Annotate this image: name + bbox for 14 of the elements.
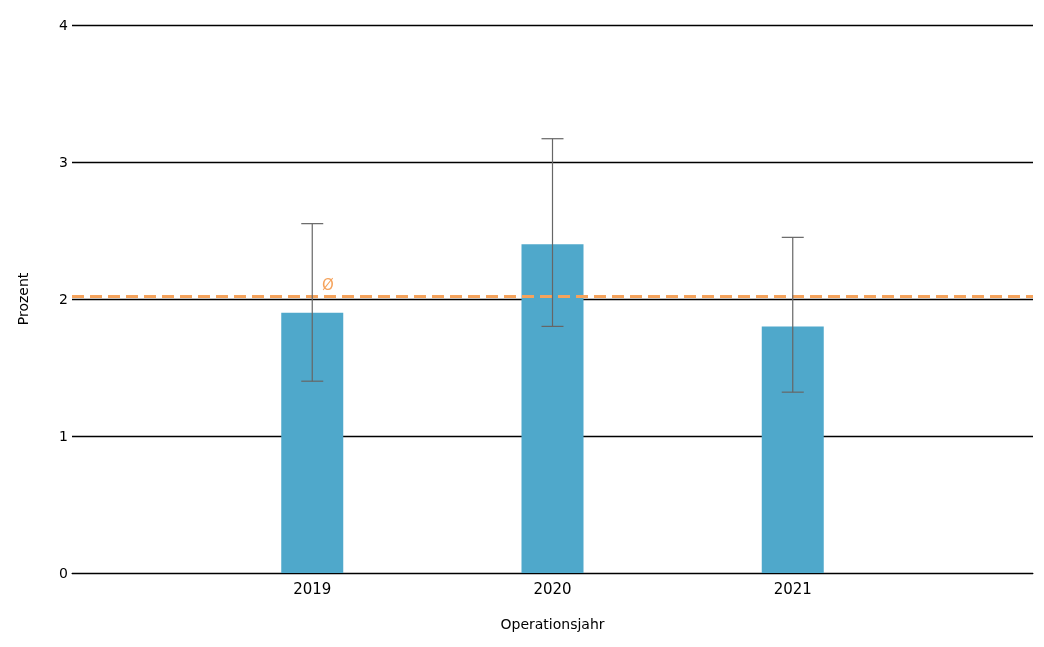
x-tick-label: 2019 bbox=[293, 579, 332, 598]
bar bbox=[521, 244, 584, 573]
y-tick-label: 0 bbox=[59, 565, 68, 581]
bar bbox=[281, 312, 344, 573]
y-axis-title: Prozent bbox=[15, 272, 31, 326]
bar bbox=[761, 326, 824, 573]
y-tick-label: 4 bbox=[59, 17, 69, 33]
y-tick-label: 3 bbox=[59, 154, 68, 170]
y-tick-label: 2 bbox=[59, 291, 68, 307]
y-tick-label: 1 bbox=[59, 428, 68, 444]
ref-line-label: Ø bbox=[322, 275, 334, 294]
x-tick-label: 2020 bbox=[533, 579, 572, 598]
x-tick-label: 2021 bbox=[773, 579, 812, 598]
x-axis-title: Operationsjahr bbox=[500, 616, 605, 632]
